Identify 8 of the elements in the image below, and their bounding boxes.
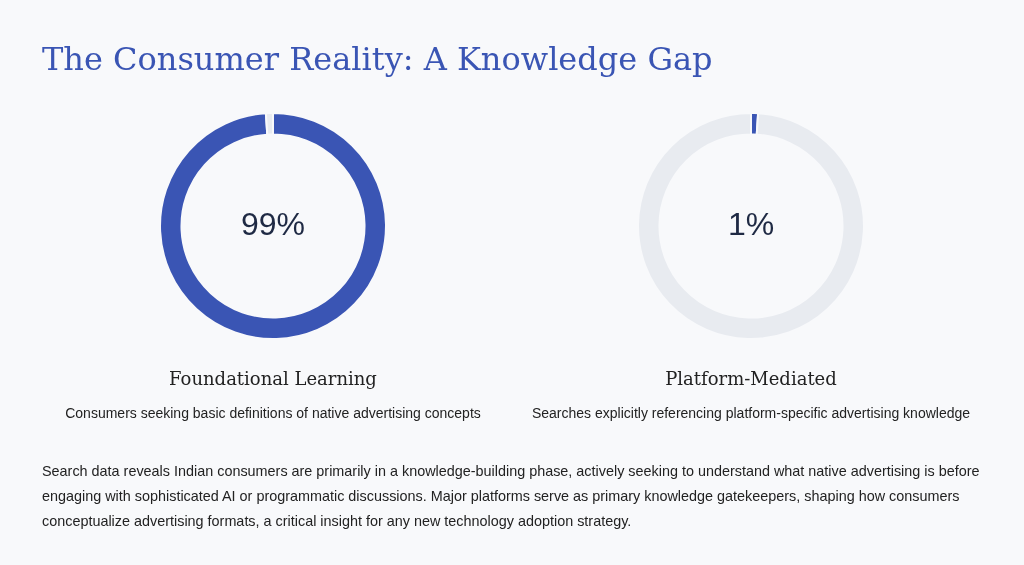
text: Platform-Mediated [664, 368, 838, 389]
text: Search data reveals Indian consumers are primarily in a knowledge-building phase, actively seeking to understand what native advertising is before engaging with sophisticated AI or programmatic discussions. Major platforms serve as primary knowledge gatekeepers, shaping how consumers conceptualize advertising formats, a critical insight for any new technology adoption strategy. [42, 462, 981, 531]
data-label: 1% [727, 205, 775, 242]
text: Searches explicitly referencing platform-specific advertising knowledge [530, 405, 972, 421]
text: Consumers seeking basic definitions of native advertising concepts [64, 405, 482, 421]
text: The Consumer Reality: A Knowledge Gap [42, 39, 714, 78]
text: Foundational Learning [168, 368, 378, 389]
data-label: 99% [240, 205, 306, 242]
